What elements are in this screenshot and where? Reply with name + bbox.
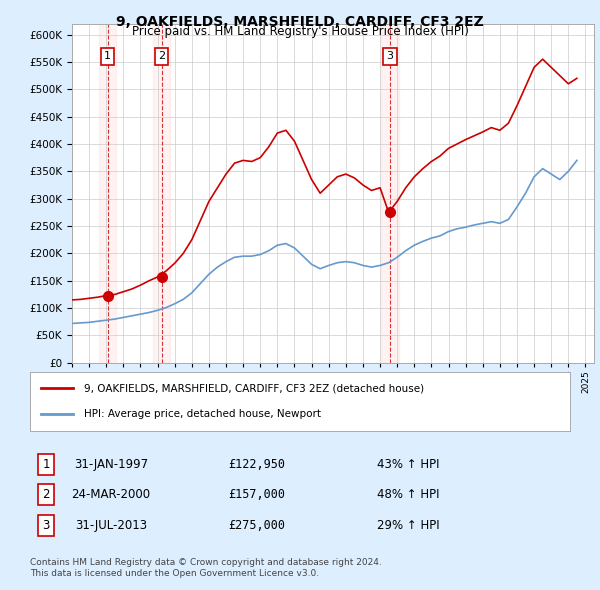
Text: 2: 2 xyxy=(158,51,165,61)
Text: 1: 1 xyxy=(104,51,111,61)
Bar xyxy=(382,24,398,363)
Text: 43% ↑ HPI: 43% ↑ HPI xyxy=(377,458,439,471)
Text: Price paid vs. HM Land Registry's House Price Index (HPI): Price paid vs. HM Land Registry's House … xyxy=(131,25,469,38)
Text: HPI: Average price, detached house, Newport: HPI: Average price, detached house, Newp… xyxy=(84,409,321,419)
Bar xyxy=(99,24,116,363)
Text: 31-JUL-2013: 31-JUL-2013 xyxy=(75,519,147,532)
Text: 9, OAKFIELDS, MARSHFIELD, CARDIFF, CF3 2EZ: 9, OAKFIELDS, MARSHFIELD, CARDIFF, CF3 2… xyxy=(116,15,484,29)
Text: 24-MAR-2000: 24-MAR-2000 xyxy=(71,489,151,502)
Text: This data is licensed under the Open Government Licence v3.0.: This data is licensed under the Open Gov… xyxy=(30,569,319,578)
Bar xyxy=(153,24,170,363)
Text: 1: 1 xyxy=(43,458,50,471)
Text: 3: 3 xyxy=(43,519,50,532)
Text: 31-JAN-1997: 31-JAN-1997 xyxy=(74,458,148,471)
Text: 2: 2 xyxy=(43,489,50,502)
Text: 29% ↑ HPI: 29% ↑ HPI xyxy=(377,519,439,532)
Text: £122,950: £122,950 xyxy=(228,458,286,471)
Text: 48% ↑ HPI: 48% ↑ HPI xyxy=(377,489,439,502)
Text: £275,000: £275,000 xyxy=(228,519,286,532)
Text: £157,000: £157,000 xyxy=(228,489,286,502)
Text: 3: 3 xyxy=(386,51,394,61)
Text: 9, OAKFIELDS, MARSHFIELD, CARDIFF, CF3 2EZ (detached house): 9, OAKFIELDS, MARSHFIELD, CARDIFF, CF3 2… xyxy=(84,384,424,393)
Text: Contains HM Land Registry data © Crown copyright and database right 2024.: Contains HM Land Registry data © Crown c… xyxy=(30,558,382,566)
